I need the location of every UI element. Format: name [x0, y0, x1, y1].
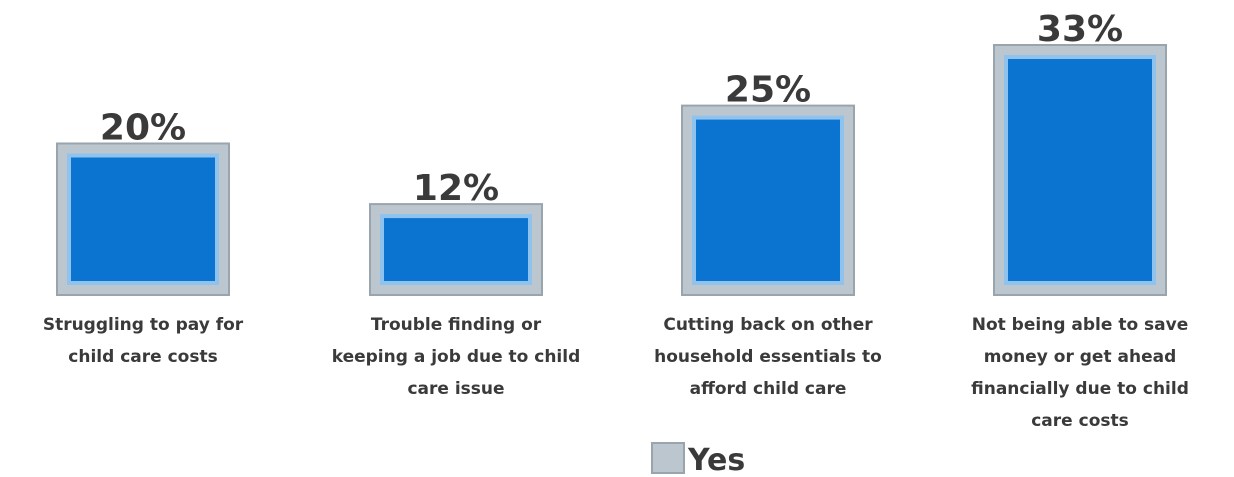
legend-label-yes: Yes [687, 443, 745, 477]
bar-2 [380, 214, 532, 285]
category-label-4-line-2: money or get ahead [984, 347, 1177, 367]
legend-swatch [651, 442, 685, 474]
category-label-2-line-2: keeping a job due to child [332, 347, 581, 367]
category-label-4-line-4: care costs [1031, 411, 1129, 431]
category-label-3: Cutting back on other household essential… [654, 315, 882, 399]
bar-1 [67, 153, 219, 285]
category-label-1-line-2: child care costs [68, 347, 217, 367]
value-label-3: 25% [725, 70, 811, 111]
value-label-1: 20% [100, 107, 186, 148]
category-label-3-line-3: afford child care [690, 379, 847, 399]
category-label-2-line-1: Trouble finding or [371, 315, 542, 335]
bar-3 [692, 115, 844, 285]
category-label-1-line-1: Struggling to pay for [43, 315, 244, 335]
category-label-2-line-3: care issue [407, 379, 504, 399]
category-label-4-line-3: financially due to child [971, 379, 1189, 399]
category-labels-group: Struggling to pay for child care costs Tro… [43, 315, 1189, 431]
bar-4 [1004, 55, 1156, 285]
category-label-3-line-1: Cutting back on other [663, 315, 873, 335]
value-label-4: 33% [1037, 9, 1123, 50]
value-labels-group: 20% 12% 25% 33% [100, 9, 1123, 209]
category-label-2: Trouble finding or keeping a job due to c… [332, 315, 581, 399]
bars-group [56, 44, 1167, 296]
category-label-3-line-2: household essentials to [654, 347, 882, 367]
value-label-2: 12% [413, 168, 499, 209]
category-label-4-line-1: Not being able to save [972, 315, 1189, 335]
category-label-4: Not being able to save money or get ahead… [971, 315, 1189, 431]
legend: Yes [651, 442, 745, 477]
category-label-1: Struggling to pay for child care costs [43, 315, 244, 367]
